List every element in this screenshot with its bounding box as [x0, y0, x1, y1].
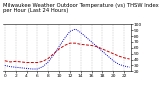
Text: Milwaukee Weather Outdoor Temperature (vs) THSW Index per Hour (Last 24 Hours): Milwaukee Weather Outdoor Temperature (v…: [3, 3, 159, 13]
